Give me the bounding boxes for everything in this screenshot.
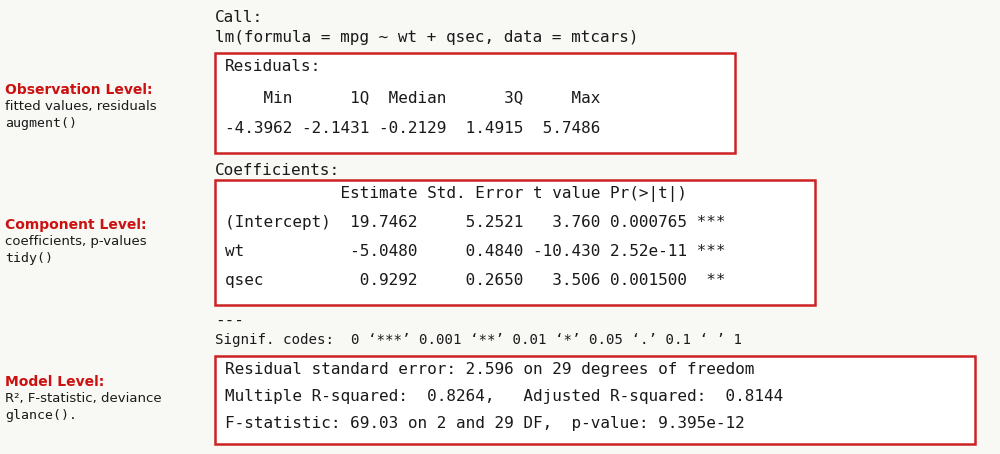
Text: (Intercept)  19.7462     5.2521   3.760 0.000765 ***: (Intercept) 19.7462 5.2521 3.760 0.00076… — [225, 215, 726, 230]
Text: Min      1Q  Median      3Q     Max: Min 1Q Median 3Q Max — [225, 90, 600, 105]
Text: F-statistic: 69.03 on 2 and 29 DF,  p-value: 9.395e-12: F-statistic: 69.03 on 2 and 29 DF, p-val… — [225, 416, 745, 431]
Text: Call:: Call: — [215, 10, 263, 25]
Text: Multiple R-squared:  0.8264,   Adjusted R-squared:  0.8144: Multiple R-squared: 0.8264, Adjusted R-s… — [225, 389, 783, 404]
Text: qsec          0.9292     0.2650   3.506 0.001500  **: qsec 0.9292 0.2650 3.506 0.001500 ** — [225, 273, 726, 288]
Bar — [215, 180, 815, 305]
Text: lm(formula = mpg ~ wt + qsec, data = mtcars): lm(formula = mpg ~ wt + qsec, data = mtc… — [215, 30, 639, 45]
Text: augment(): augment() — [5, 117, 77, 130]
Text: R², F-statistic, deviance: R², F-statistic, deviance — [5, 392, 162, 405]
Text: fitted values, residuals: fitted values, residuals — [5, 100, 157, 113]
Text: Model Level:: Model Level: — [5, 375, 104, 389]
Text: wt           -5.0480     0.4840 -10.430 2.52e-11 ***: wt -5.0480 0.4840 -10.430 2.52e-11 *** — [225, 244, 726, 259]
Text: coefficients, p-values: coefficients, p-values — [5, 235, 147, 248]
Bar — [215, 356, 975, 444]
Text: Residuals:: Residuals: — [225, 59, 321, 74]
Text: Estimate Std. Error t value Pr(>|t|): Estimate Std. Error t value Pr(>|t|) — [225, 186, 726, 202]
Text: tidy(): tidy() — [5, 252, 53, 265]
Text: Signif. codes:  0 ‘***’ 0.001 ‘**’ 0.01 ‘*’ 0.05 ‘.’ 0.1 ‘ ’ 1: Signif. codes: 0 ‘***’ 0.001 ‘**’ 0.01 ‘… — [215, 333, 742, 347]
Text: glance().: glance(). — [5, 409, 77, 422]
Text: ---: --- — [215, 313, 244, 328]
Text: Observation Level:: Observation Level: — [5, 83, 152, 97]
Text: -4.3962 -2.1431 -0.2129  1.4915  5.7486: -4.3962 -2.1431 -0.2129 1.4915 5.7486 — [225, 121, 600, 136]
Bar — [215, 53, 735, 153]
Text: Component Level:: Component Level: — [5, 218, 146, 232]
Text: Coefficients:: Coefficients: — [215, 163, 340, 178]
Text: Residual standard error: 2.596 on 29 degrees of freedom: Residual standard error: 2.596 on 29 deg… — [225, 362, 754, 377]
